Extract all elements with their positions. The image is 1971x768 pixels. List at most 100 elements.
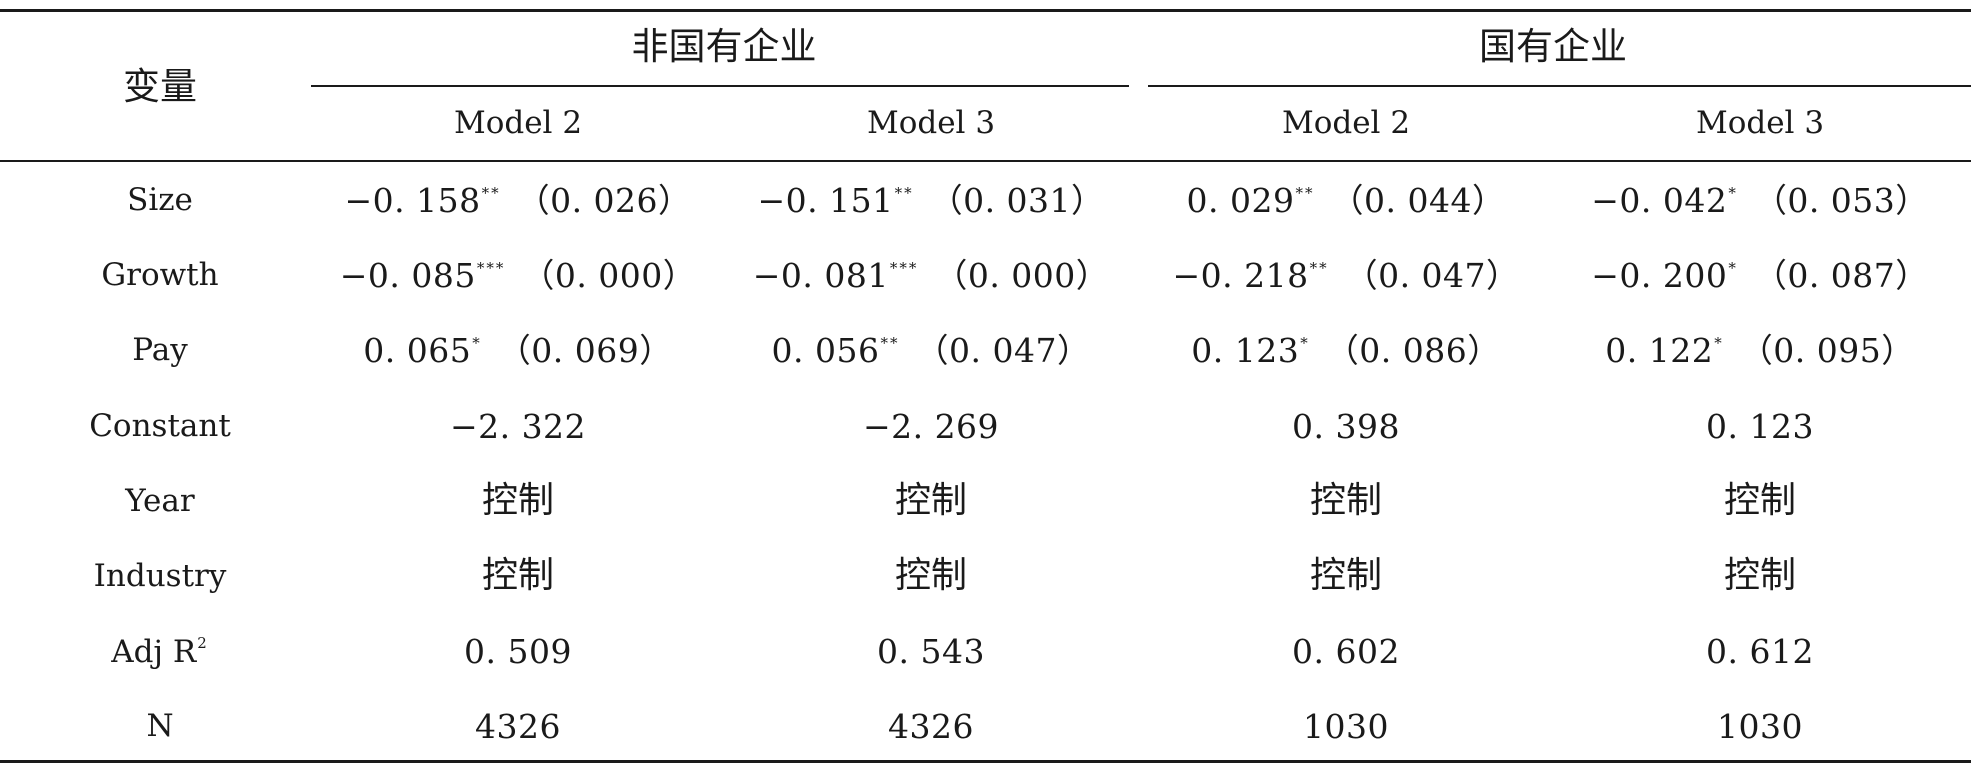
row-label: Adj R2 [111, 636, 209, 668]
coefficient: 0. 065 [363, 331, 472, 370]
model-header: Model 2 [453, 105, 583, 141]
header-bottom-rule [0, 160, 1971, 162]
table-cell: 控制 [1724, 483, 1796, 519]
significance-stars: ** [481, 184, 501, 202]
table-cell: 0. 123* （0. 086） [1191, 334, 1500, 367]
row-label: Size [127, 185, 193, 216]
row-label-text: Size [127, 182, 193, 218]
coefficient: 0. 612 [1706, 632, 1814, 671]
row-label-text: Adj R [111, 634, 197, 670]
coefficient: 0. 509 [464, 632, 572, 671]
table-cell: −2. 322 [450, 410, 586, 443]
table-cell: 0. 602 [1292, 635, 1400, 668]
table-cell: 0. 122* （0. 095） [1605, 334, 1914, 367]
table-cell: −0. 042* （0. 053） [1591, 184, 1929, 217]
table-cell: 控制 [895, 483, 967, 519]
model-header: Model 3 [1695, 105, 1825, 141]
significance-stars: * [1300, 334, 1310, 352]
coefficient: −0. 042 [1591, 181, 1728, 220]
table-cell: 0. 123 [1706, 410, 1814, 443]
table-cell: 4326 [475, 710, 561, 743]
coefficient: 0. 602 [1292, 632, 1400, 671]
group-rule-non-state [311, 85, 1129, 87]
coefficient: 1030 [1303, 707, 1389, 746]
coefficient: −0. 151 [757, 181, 894, 220]
significance-stars: ** [1295, 184, 1315, 202]
table-cell: 4326 [888, 710, 974, 743]
standard-error: （0. 000） [521, 256, 697, 295]
significance-stars: ** [1309, 259, 1329, 277]
table-cell: −0. 081*** （0. 000） [753, 259, 1110, 292]
coefficient: −0. 200 [1591, 256, 1728, 295]
model-header: Model 2 [1281, 105, 1411, 141]
coefficient: 0. 029 [1186, 181, 1295, 220]
table-cell: −0. 158** （0. 026） [344, 184, 691, 217]
group-header-non-state: 非国有企业 [631, 25, 817, 68]
coefficient: 控制 [1309, 555, 1383, 596]
coefficient: −2. 322 [449, 407, 587, 446]
coefficient: 0. 398 [1292, 407, 1400, 446]
coefficient: −0. 081 [752, 256, 889, 295]
table-cell: 0. 543 [877, 635, 985, 668]
row-label-text: Industry [93, 558, 227, 594]
row-label-text: Growth [101, 257, 219, 293]
coefficient: 4326 [888, 707, 974, 746]
row-label-text: Constant [89, 408, 231, 444]
coefficient: 控制 [894, 555, 968, 596]
coefficient: 1030 [1717, 707, 1803, 746]
coefficient: 控制 [481, 480, 555, 521]
standard-error: （0. 087） [1753, 256, 1929, 295]
coefficient: −0. 158 [344, 181, 481, 220]
table-cell: 0. 065* （0. 069） [363, 334, 672, 367]
table-cell: −0. 200* （0. 087） [1591, 259, 1929, 292]
row-label-text: Year [125, 483, 195, 519]
table-cell: 控制 [1724, 558, 1796, 594]
table-cell: 控制 [482, 483, 554, 519]
coefficient: 控制 [481, 555, 555, 596]
coefficient: 0. 056 [771, 331, 880, 370]
table-cell: −0. 218** （0. 047） [1172, 259, 1519, 292]
table-cell: 控制 [895, 558, 967, 594]
table-cell: 1030 [1717, 710, 1803, 743]
row-label-text: N [146, 708, 174, 744]
table-cell: 0. 612 [1706, 635, 1814, 668]
table-bottom-rule [0, 760, 1971, 763]
coefficient: 0. 123 [1191, 331, 1300, 370]
row-label: N [146, 711, 173, 742]
significance-stars: * [472, 334, 482, 352]
standard-error: （0. 069） [497, 331, 673, 370]
standard-error: （0. 095） [1739, 331, 1915, 370]
row-label: Industry [94, 561, 227, 592]
significance-stars: *** [476, 259, 506, 277]
coefficient: 0. 123 [1706, 407, 1814, 446]
significance-stars: * [1714, 334, 1724, 352]
significance-stars: *** [889, 259, 919, 277]
table-cell: 0. 509 [464, 635, 572, 668]
group-rule-state [1148, 85, 1971, 87]
significance-stars: * [1728, 259, 1738, 277]
table-cell: 1030 [1303, 710, 1389, 743]
row-label-text: Pay [132, 332, 188, 368]
coefficient: 控制 [1309, 480, 1383, 521]
table-cell: 控制 [482, 558, 554, 594]
row-label: Year [125, 486, 194, 517]
row-label: Constant [89, 411, 231, 442]
standard-error: （0. 053） [1753, 181, 1929, 220]
coefficient: −2. 269 [862, 407, 1000, 446]
row-label: Pay [132, 335, 187, 366]
standard-error: （0. 047） [915, 331, 1091, 370]
table-cell: 0. 398 [1292, 410, 1400, 443]
significance-stars: * [1728, 184, 1738, 202]
variable-header: 变量 [123, 65, 197, 108]
standard-error: （0. 000） [934, 256, 1110, 295]
table-cell: 0. 029** （0. 044） [1187, 184, 1506, 217]
standard-error: （0. 044） [1330, 181, 1506, 220]
coefficient: 4326 [475, 707, 561, 746]
coefficient: −0. 218 [1172, 256, 1309, 295]
row-label: Growth [101, 260, 218, 291]
row-label-superscript: 2 [197, 634, 209, 652]
table-cell: −0. 085*** （0. 000） [340, 259, 697, 292]
coefficient: −0. 085 [339, 256, 476, 295]
standard-error: （0. 086） [1325, 331, 1501, 370]
coefficient: 0. 543 [877, 632, 985, 671]
